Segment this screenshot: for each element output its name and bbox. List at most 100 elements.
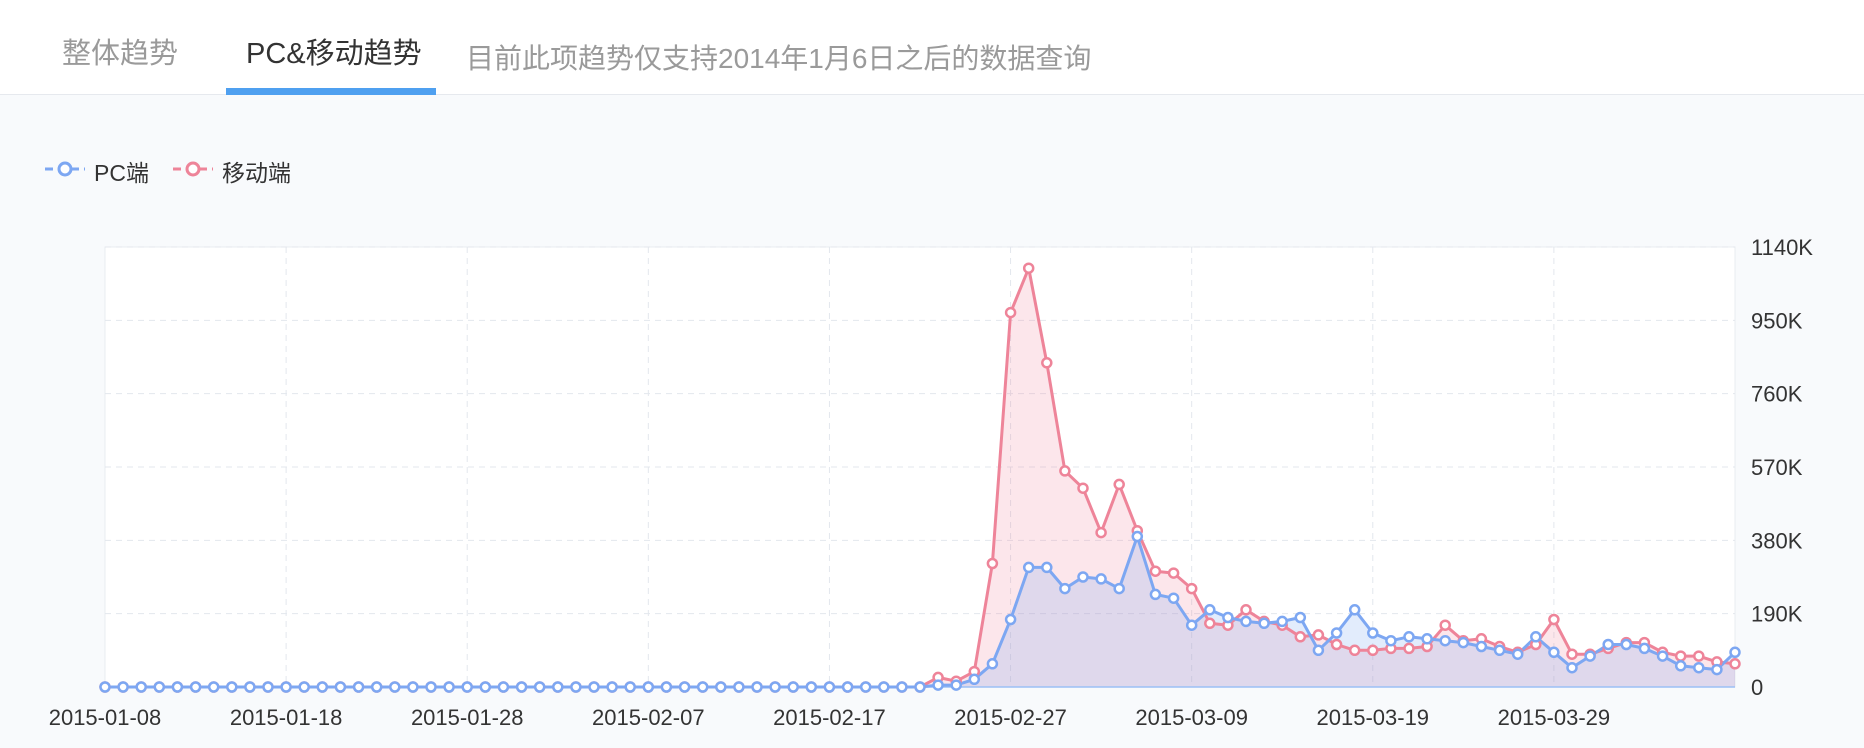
data-point-pc bbox=[207, 681, 220, 693]
data-point-pc bbox=[1041, 561, 1053, 574]
data-point-pc bbox=[370, 681, 383, 693]
legend-label-mobile: 移动端 bbox=[222, 160, 291, 186]
data-point-pc bbox=[1693, 661, 1705, 674]
data-point-mobile bbox=[1548, 613, 1560, 626]
x-tick-label: 2015-02-17 bbox=[773, 705, 886, 730]
legend-label-pc: PC端 bbox=[94, 160, 149, 186]
data-point-pc bbox=[153, 681, 166, 693]
x-tick-label: 2015-01-28 bbox=[411, 705, 524, 730]
data-point-pc bbox=[1185, 619, 1198, 631]
data-point-pc bbox=[1258, 617, 1270, 630]
data-point-pc bbox=[533, 681, 546, 693]
data-point-pc bbox=[696, 681, 709, 693]
data-point-pc bbox=[1421, 633, 1433, 645]
data-point-pc bbox=[624, 681, 636, 693]
data-point-pc bbox=[1674, 660, 1687, 672]
x-tick-label: 2015-02-27 bbox=[954, 705, 1067, 730]
legend-marker-mobile-icon bbox=[173, 161, 213, 177]
data-point-pc bbox=[769, 681, 781, 693]
y-tick-label: 570K bbox=[1751, 455, 1803, 480]
data-point-mobile bbox=[1330, 638, 1343, 651]
data-point-pc bbox=[914, 681, 926, 693]
data-point-mobile bbox=[1566, 648, 1578, 660]
data-point-pc bbox=[1511, 648, 1524, 660]
data-point-pc bbox=[1729, 646, 1741, 659]
data-point-pc bbox=[352, 681, 365, 693]
data-point-mobile bbox=[1113, 478, 1125, 491]
data-point-pc bbox=[425, 681, 437, 693]
data-point-mobile bbox=[1095, 526, 1107, 539]
data-point-pc bbox=[479, 681, 492, 693]
data-point-pc bbox=[1439, 634, 1451, 647]
data-point-pc bbox=[986, 658, 999, 670]
data-point-pc bbox=[1204, 604, 1216, 616]
data-point-pc bbox=[1077, 571, 1089, 583]
data-point-pc bbox=[1367, 627, 1379, 639]
data-point-mobile bbox=[1312, 629, 1325, 641]
data-point-mobile bbox=[1022, 262, 1035, 274]
data-point-pc bbox=[1167, 592, 1180, 604]
data-point-pc bbox=[226, 681, 238, 693]
data-point-pc bbox=[1095, 573, 1107, 585]
data-point-pc bbox=[715, 681, 727, 693]
data-point-pc bbox=[1566, 661, 1578, 674]
data-point-mobile bbox=[1077, 482, 1089, 494]
data-point-mobile bbox=[1693, 650, 1705, 662]
data-point-pc bbox=[751, 681, 763, 693]
data-point-pc bbox=[968, 673, 981, 686]
data-point-pc bbox=[1131, 530, 1144, 543]
data-point-pc bbox=[733, 681, 745, 693]
x-tick-label: 2015-02-07 bbox=[592, 705, 705, 730]
y-tick-label: 380K bbox=[1751, 528, 1803, 553]
data-point-pc bbox=[642, 681, 655, 693]
data-point-pc bbox=[189, 681, 202, 693]
legend-marker-pc-icon bbox=[45, 161, 85, 177]
data-point-pc bbox=[1638, 642, 1651, 655]
data-point-pc bbox=[1530, 631, 1542, 643]
x-tick-label: 2015-03-19 bbox=[1317, 705, 1430, 730]
data-point-pc bbox=[171, 681, 184, 693]
data-point-pc bbox=[1348, 604, 1361, 616]
data-point-pc bbox=[1548, 646, 1560, 659]
data-point-pc bbox=[298, 681, 310, 693]
data-point-pc bbox=[1620, 638, 1633, 651]
tab-overall-trend[interactable]: 整体趋势 bbox=[62, 38, 179, 70]
data-point-pc bbox=[1240, 615, 1252, 628]
data-point-mobile bbox=[1294, 631, 1307, 643]
data-point-pc bbox=[1403, 631, 1415, 643]
data-point-mobile bbox=[1004, 306, 1017, 319]
data-point-pc bbox=[1330, 627, 1343, 639]
data-point-pc bbox=[1385, 634, 1397, 647]
data-point-pc bbox=[99, 681, 111, 693]
data-point-pc bbox=[570, 681, 582, 693]
data-point-pc bbox=[678, 681, 691, 693]
data-point-pc bbox=[316, 681, 329, 693]
y-tick-label: 760K bbox=[1751, 382, 1803, 407]
data-point-pc bbox=[1457, 636, 1470, 649]
data-point-mobile bbox=[1367, 644, 1379, 657]
y-tick-label: 1140K bbox=[1751, 235, 1813, 260]
data-point-pc bbox=[117, 681, 129, 693]
data-point-pc bbox=[787, 681, 799, 693]
data-point-pc bbox=[135, 681, 147, 693]
data-point-pc bbox=[588, 681, 600, 693]
data-point-pc bbox=[262, 681, 274, 693]
data-point-pc bbox=[244, 681, 256, 693]
data-point-pc bbox=[515, 681, 528, 693]
data-range-note: 目前此项趋势仅支持2014年1月6日之后的数据查询 bbox=[466, 43, 1092, 74]
data-point-pc bbox=[443, 681, 455, 693]
data-point-mobile bbox=[1240, 604, 1252, 616]
y-tick-label: 190K bbox=[1751, 602, 1803, 627]
data-point-pc bbox=[660, 681, 673, 693]
data-point-mobile bbox=[986, 557, 999, 570]
data-point-pc bbox=[1602, 638, 1614, 651]
data-point-pc bbox=[950, 679, 962, 691]
tab-pc-mobile-trend[interactable]: PC&移动趋势 bbox=[246, 38, 422, 70]
data-point-pc bbox=[1113, 582, 1125, 595]
data-point-pc bbox=[1584, 650, 1596, 662]
data-point-pc bbox=[932, 679, 944, 691]
data-point-pc bbox=[1656, 650, 1669, 662]
data-point-mobile bbox=[1439, 619, 1451, 631]
data-point-pc bbox=[334, 681, 347, 693]
